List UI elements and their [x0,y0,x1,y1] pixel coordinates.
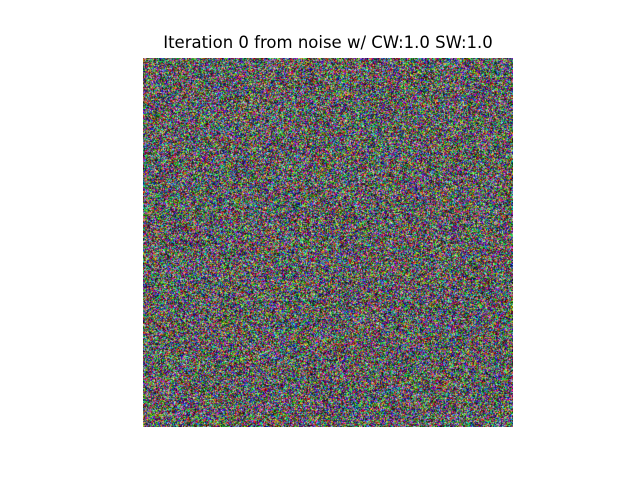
noise-image [143,58,513,427]
figure-title: Iteration 0 from noise w/ CW:1.0 SW:1.0 [163,33,493,52]
noise-canvas [143,58,513,427]
